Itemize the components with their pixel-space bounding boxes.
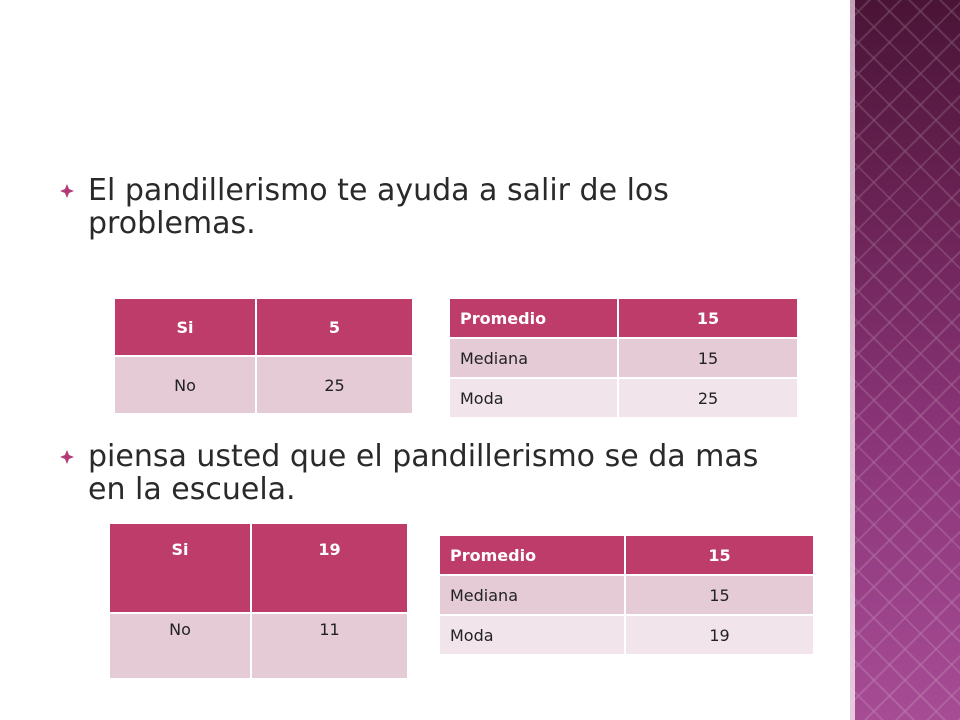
table-row: Si 19 [110,524,407,613]
table-cell: Si [110,524,251,613]
table-row: Si 5 [115,299,412,356]
table-row: Moda 19 [440,614,813,654]
table-cell: 15 [617,337,797,378]
decorative-side-panel [850,0,960,720]
yes-no-table-1: Si 5 No 25 [115,299,412,413]
bullet-text: El pandillerismo te ayuda a salir de los… [88,173,669,241]
diamond-pattern [850,0,960,720]
table-cell: No [115,355,256,413]
diamond-bullet-icon [60,450,74,464]
table-cell: No [110,612,251,678]
table-cell: 25 [617,377,797,417]
table-row: Promedio 15 [450,299,797,338]
bullet-text: piensa usted que el pandillerismo se da … [88,439,759,507]
table-cell: 19 [250,524,407,613]
panel-edge [850,0,855,720]
stats-table-2: Promedio 15 Mediana 15 Moda 19 [440,536,813,654]
table-cell: 25 [255,355,412,413]
table-row: No 25 [115,355,412,413]
table-cell: Promedio [440,536,625,575]
table-cell: 15 [617,299,797,338]
table-cell: Moda [440,614,625,654]
table-cell: 15 [624,536,813,575]
table-cell: Moda [450,377,618,417]
table-cell: Promedio [450,299,618,338]
table-cell: Mediana [440,574,625,615]
table-cell: 15 [624,574,813,615]
table-row: Promedio 15 [440,536,813,575]
table-row: Mediana 15 [450,337,797,378]
stats-table-1: Promedio 15 Mediana 15 Moda 25 [450,299,797,417]
table-cell: Si [115,299,256,356]
table-cell: 5 [255,299,412,356]
table-cell: Mediana [450,337,618,378]
diamond-bullet-icon [60,184,74,198]
table-row: No 11 [110,612,407,678]
bullet-item-1: El pandillerismo te ayuda a salir de los… [60,174,790,240]
table-row: Moda 25 [450,377,797,417]
yes-no-table-2: Si 19 No 11 [110,524,407,678]
table-cell: 11 [250,612,407,678]
bullet-item-2: piensa usted que el pandillerismo se da … [60,440,790,506]
table-cell: 19 [624,614,813,654]
table-row: Mediana 15 [440,574,813,615]
